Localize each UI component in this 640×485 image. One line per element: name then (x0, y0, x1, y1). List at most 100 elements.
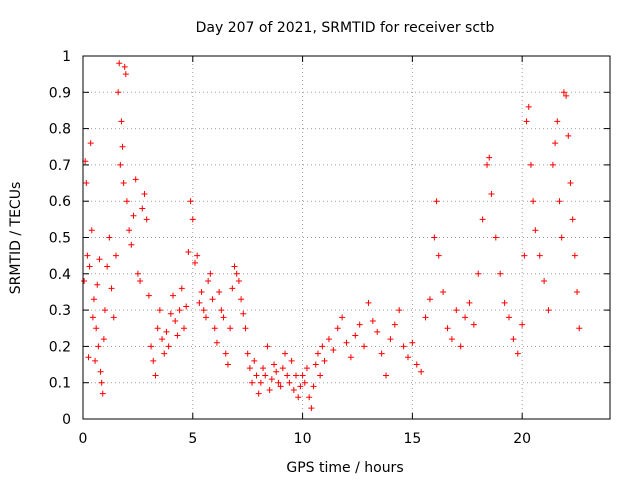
data-point (189, 216, 196, 223)
y-axis-label: SRMTID / TECUs (8, 182, 24, 295)
data-point (200, 307, 207, 314)
data-point (569, 216, 576, 223)
data-point (266, 386, 273, 393)
data-point (383, 372, 390, 379)
data-point (95, 343, 102, 350)
data-point (549, 161, 556, 168)
data-point (470, 321, 477, 328)
data-point (202, 314, 209, 321)
data-points (81, 60, 583, 412)
data-point (249, 379, 256, 386)
data-point (264, 343, 271, 350)
data-point (148, 343, 155, 350)
data-point (422, 314, 429, 321)
data-point (475, 270, 482, 277)
data-point (330, 347, 337, 354)
data-point (231, 263, 238, 270)
data-point (448, 336, 455, 343)
x-tick-label: 20 (513, 431, 531, 447)
data-point (457, 343, 464, 350)
data-point (374, 328, 381, 335)
plot-frame (82, 55, 611, 420)
data-point (576, 325, 583, 332)
data-point (115, 89, 122, 96)
data-point (240, 310, 247, 317)
data-point (205, 278, 212, 285)
data-point (284, 372, 291, 379)
data-point (172, 317, 179, 324)
data-point (352, 332, 359, 339)
data-point (347, 354, 354, 361)
data-point (191, 259, 198, 266)
data-point (255, 390, 262, 397)
data-point (120, 180, 127, 187)
data-point (444, 325, 451, 332)
data-point (306, 394, 313, 401)
data-point (418, 368, 425, 375)
data-point (119, 143, 126, 150)
data-point (211, 325, 218, 332)
data-point (112, 252, 119, 259)
data-point (275, 379, 282, 386)
y-tick-label: 0.4 (49, 267, 71, 283)
data-point (356, 321, 363, 328)
data-point (299, 372, 306, 379)
y-tick-label: 0.8 (49, 122, 71, 138)
data-point (488, 190, 495, 197)
grid (83, 56, 610, 419)
data-point (396, 307, 403, 314)
data-point (523, 118, 530, 125)
data-point (98, 379, 105, 386)
data-point (271, 361, 278, 368)
data-point (227, 325, 234, 332)
data-point (100, 336, 107, 343)
data-point (194, 252, 201, 259)
data-point (222, 350, 229, 357)
data-point (497, 270, 504, 277)
y-tick-label: 0.6 (49, 194, 71, 210)
data-point (209, 296, 216, 303)
data-point (277, 383, 284, 390)
data-point (558, 234, 565, 241)
data-point (527, 161, 534, 168)
data-point (301, 379, 308, 386)
data-point (167, 310, 174, 317)
data-point (462, 314, 469, 321)
data-point (565, 132, 572, 139)
data-point (238, 296, 245, 303)
data-point (207, 270, 214, 277)
data-point (501, 299, 508, 306)
data-point (312, 361, 319, 368)
data-point (152, 372, 159, 379)
y-tick-label: 1 (62, 49, 71, 65)
data-point (246, 365, 253, 372)
data-point (260, 365, 267, 372)
data-point (99, 390, 106, 397)
data-point (123, 198, 130, 205)
data-point (435, 252, 442, 259)
data-point (492, 234, 499, 241)
data-point (121, 63, 128, 70)
data-point (510, 336, 517, 343)
data-point (286, 379, 293, 386)
data-point (92, 357, 99, 364)
data-point (163, 328, 170, 335)
data-point (83, 180, 90, 187)
data-point (453, 307, 460, 314)
data-point (185, 249, 192, 256)
data-point (295, 394, 302, 401)
y-tick-label: 0.9 (49, 85, 71, 101)
data-point (134, 270, 141, 277)
data-point (369, 317, 376, 324)
data-point (378, 350, 385, 357)
data-point (532, 227, 539, 234)
data-point (122, 71, 129, 78)
data-point (321, 357, 328, 364)
data-point (159, 336, 166, 343)
data-point (198, 288, 205, 295)
data-point (413, 361, 420, 368)
data-point (116, 60, 123, 67)
data-point (556, 198, 563, 205)
data-point (181, 325, 188, 332)
data-point (139, 205, 146, 212)
